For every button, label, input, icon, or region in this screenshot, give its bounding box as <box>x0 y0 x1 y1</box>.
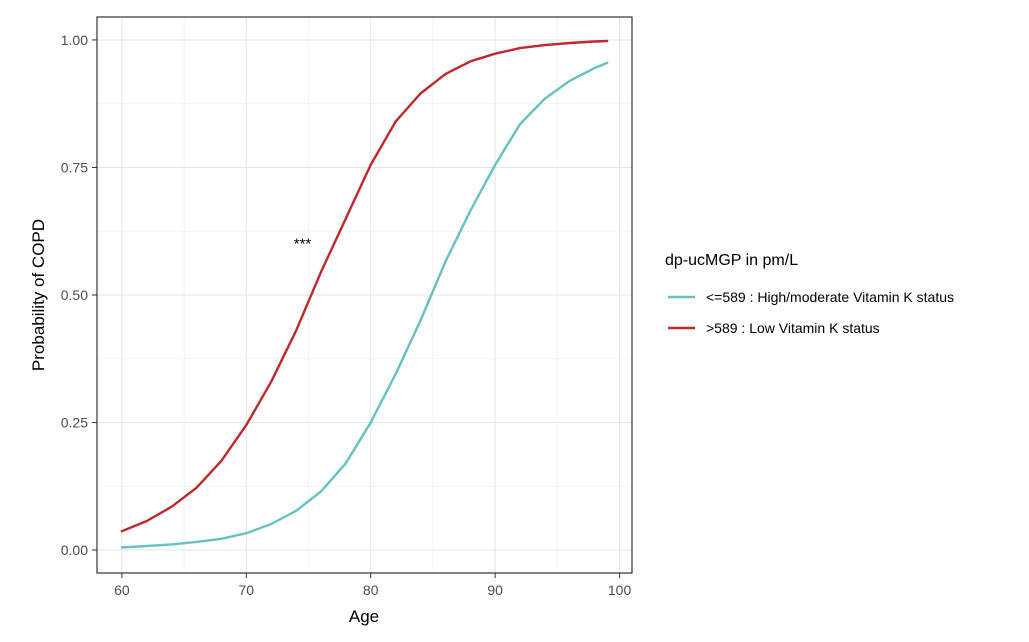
series-line-2 <box>120 39 609 533</box>
legend-title: dp-ucMGP in pm/L <box>665 252 798 269</box>
legend-label-2: >589 : Low Vitamin K status <box>706 320 880 336</box>
legend-label-1: <=589 : High/moderate Vitamin K status <box>706 289 954 305</box>
significance-annotation: *** <box>294 235 312 252</box>
x-tick-label: 70 <box>239 582 255 598</box>
y-tick-label: 0.25 <box>61 415 88 431</box>
y-tick-label: 1.00 <box>61 32 88 48</box>
x-tick-label: 90 <box>487 582 503 598</box>
x-tick-label: 100 <box>608 582 632 598</box>
annotations: *** <box>294 235 312 252</box>
y-tick-label: 0.50 <box>61 287 88 303</box>
x-tick-label: 80 <box>363 582 379 598</box>
y-tick-label: 0.75 <box>61 159 88 175</box>
series-line-1 <box>120 61 609 549</box>
y-tick-label: 0.00 <box>61 542 88 558</box>
grid <box>97 17 632 573</box>
x-axis-title: Age <box>349 607 379 626</box>
x-tick-label: 60 <box>114 582 130 598</box>
axis-ticks: 60 70 80 90 100 0.00 0.25 0.50 0.75 1.00 <box>61 32 632 598</box>
series-layer <box>120 39 609 549</box>
legend: dp-ucMGP in pm/L <=589 : High/moderate V… <box>665 252 954 336</box>
y-axis-title: Probability of COPD <box>29 219 48 371</box>
